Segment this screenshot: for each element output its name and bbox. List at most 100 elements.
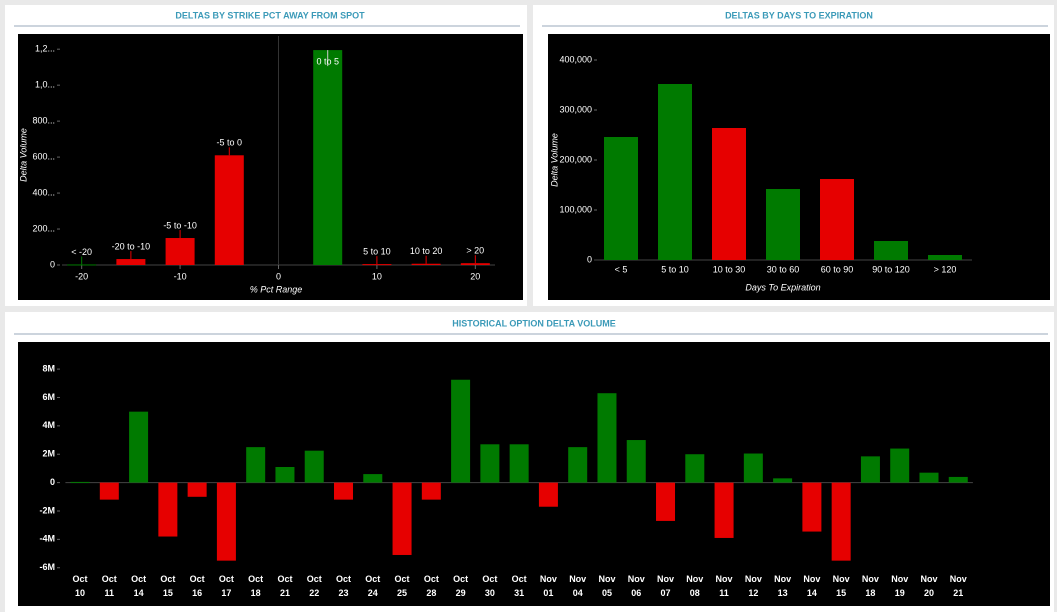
x-tick-label: Oct 14 bbox=[131, 574, 146, 598]
bar bbox=[890, 448, 910, 483]
x-tick-label: Oct 31 bbox=[512, 574, 527, 598]
data-label: 0 to 5 bbox=[316, 56, 339, 66]
x-axis-label: Days To Expiration bbox=[745, 282, 820, 292]
y-tick-label: 8M bbox=[42, 363, 55, 373]
data-label: -5 to 0 bbox=[217, 138, 243, 148]
data-label: < -20 bbox=[71, 247, 92, 257]
y-tick-label: 1,2... bbox=[35, 44, 55, 54]
data-label: 5 to 10 bbox=[363, 246, 391, 256]
x-tick-label: > 120 bbox=[934, 264, 957, 274]
x-tick-label: Oct 28 bbox=[424, 574, 439, 598]
x-tick-label: -20 bbox=[75, 271, 88, 281]
bar bbox=[802, 482, 822, 532]
x-tick-label: Nov 08 bbox=[686, 574, 703, 598]
bar bbox=[304, 450, 324, 483]
bar bbox=[165, 238, 195, 265]
bar bbox=[773, 478, 793, 483]
bar bbox=[928, 255, 962, 260]
y-axis-label: Delta Volume bbox=[18, 128, 28, 182]
bar bbox=[313, 50, 343, 265]
y-tick-label: 0 bbox=[50, 477, 55, 487]
x-tick-label: Oct 23 bbox=[336, 574, 351, 598]
bar bbox=[460, 263, 490, 265]
x-tick-label: 20 bbox=[470, 271, 480, 281]
x-tick-label: Nov 11 bbox=[716, 574, 733, 598]
bar bbox=[919, 472, 939, 483]
bar bbox=[831, 482, 851, 561]
y-tick-label: 400... bbox=[32, 187, 55, 197]
x-tick-label: 10 to 30 bbox=[713, 264, 746, 274]
bar bbox=[743, 453, 763, 483]
x-tick-label: 0 bbox=[276, 271, 281, 281]
data-label: 10 to 20 bbox=[410, 246, 443, 256]
data-label: -20 to -10 bbox=[112, 241, 151, 251]
x-tick-label: Nov 21 bbox=[950, 574, 967, 598]
x-axis-label: % Pct Range bbox=[250, 284, 303, 294]
x-tick-label: Oct 11 bbox=[102, 574, 117, 598]
y-tick-label: -6M bbox=[40, 562, 56, 572]
chart-title: DELTAS BY STRIKE PCT AWAY FROM SPOT bbox=[175, 10, 365, 20]
y-tick-label: 200,000 bbox=[559, 154, 592, 164]
y-tick-label: 800... bbox=[32, 116, 55, 126]
bar bbox=[363, 474, 383, 483]
x-tick-label: Nov 13 bbox=[774, 574, 791, 598]
bar bbox=[656, 482, 676, 521]
bar bbox=[860, 456, 880, 483]
bar bbox=[246, 447, 266, 483]
bar bbox=[70, 481, 90, 483]
x-tick-label: Oct 21 bbox=[277, 574, 292, 598]
x-tick-label: Nov 06 bbox=[628, 574, 645, 598]
x-tick-label: Oct 18 bbox=[248, 574, 263, 598]
x-tick-label: Oct 24 bbox=[365, 574, 380, 598]
bar bbox=[874, 241, 908, 260]
y-tick-label: 300,000 bbox=[559, 104, 592, 114]
bar bbox=[421, 482, 441, 500]
bar bbox=[187, 482, 207, 497]
bar bbox=[509, 444, 529, 483]
data-label: -5 to -10 bbox=[163, 220, 197, 230]
bar bbox=[216, 482, 236, 561]
bar bbox=[597, 393, 617, 483]
bar bbox=[766, 189, 800, 260]
bar bbox=[158, 482, 178, 537]
x-tick-label: Nov 04 bbox=[569, 574, 586, 598]
x-tick-label: -10 bbox=[174, 271, 187, 281]
x-tick-label: < 5 bbox=[615, 264, 628, 274]
bar bbox=[658, 84, 692, 260]
y-tick-label: 4M bbox=[42, 420, 55, 430]
bar bbox=[568, 447, 588, 483]
bar bbox=[626, 440, 646, 483]
x-tick-label: Oct 15 bbox=[160, 574, 175, 598]
x-tick-label: Oct 22 bbox=[307, 574, 322, 598]
x-tick-label: Oct 10 bbox=[73, 574, 88, 598]
x-tick-label: Nov 07 bbox=[657, 574, 674, 598]
plot-area bbox=[18, 34, 523, 300]
x-tick-label: Oct 29 bbox=[453, 574, 468, 598]
bar bbox=[67, 264, 97, 266]
bar bbox=[948, 476, 968, 483]
x-tick-label: Nov 18 bbox=[862, 574, 879, 598]
y-tick-label: 400,000 bbox=[559, 54, 592, 64]
bar bbox=[538, 482, 558, 507]
bar bbox=[820, 179, 854, 260]
x-tick-label: Oct 25 bbox=[395, 574, 410, 598]
x-tick-label: Nov 01 bbox=[540, 574, 557, 598]
bar bbox=[714, 482, 734, 538]
bar bbox=[334, 482, 354, 500]
y-tick-label: 6M bbox=[42, 392, 55, 402]
x-tick-label: Nov 19 bbox=[891, 574, 908, 598]
bar bbox=[392, 482, 412, 555]
x-tick-label: Nov 12 bbox=[745, 574, 762, 598]
x-tick-label: 5 to 10 bbox=[661, 264, 689, 274]
bar bbox=[99, 482, 119, 500]
x-tick-label: Oct 30 bbox=[482, 574, 497, 598]
y-tick-label: 600... bbox=[32, 151, 55, 161]
y-tick-label: 200... bbox=[32, 223, 55, 233]
x-tick-label: Oct 16 bbox=[190, 574, 205, 598]
y-tick-label: 2M bbox=[42, 449, 55, 459]
bar bbox=[451, 379, 471, 483]
y-tick-label: 1,0... bbox=[35, 80, 55, 90]
data-label: > 20 bbox=[466, 246, 484, 256]
